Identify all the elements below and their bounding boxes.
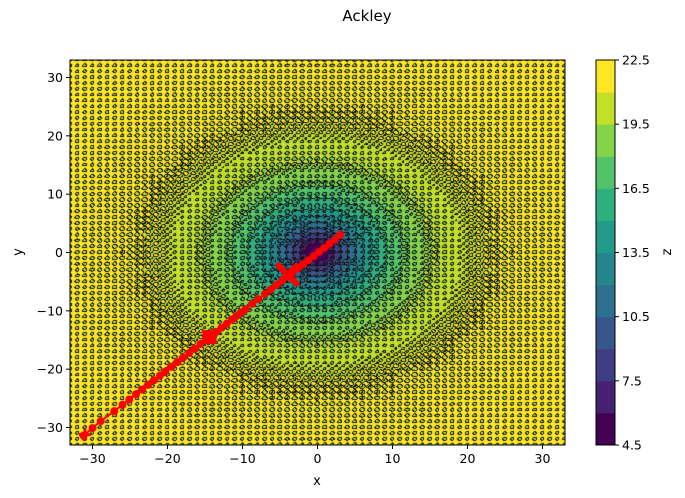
path-point — [261, 289, 269, 298]
colorbar-band — [596, 156, 615, 189]
x-tick-label: −30 — [79, 451, 105, 466]
colorbar-tick-label: 16.5 — [622, 181, 650, 196]
path-point — [190, 344, 199, 353]
path-point — [179, 353, 188, 362]
y-tick-label: −30 — [37, 420, 63, 435]
colorbar-ticks: 4.5 7.5 10.5 13.5 16.5 19.5 22.5 — [615, 53, 650, 453]
colorbar-band — [596, 316, 615, 350]
y-tick-label: −10 — [37, 303, 63, 318]
path-point — [161, 367, 170, 376]
colorbar-tick-label: 19.5 — [622, 117, 650, 132]
chart-title: Ackley — [342, 7, 391, 25]
path-point — [248, 299, 257, 308]
colorbar-band — [596, 124, 615, 157]
path-point — [241, 305, 250, 314]
path-point — [173, 358, 182, 367]
path-point — [336, 231, 344, 239]
x-tick-label: 0 — [314, 451, 322, 466]
colorbar-band — [596, 380, 615, 414]
path-point — [88, 424, 97, 433]
colorbar-band — [596, 188, 615, 221]
colorbar: 4.5 7.5 10.5 13.5 16.5 19.5 22.5 z — [595, 53, 675, 453]
x-axis-label: x — [313, 474, 321, 489]
x-axis: −30 −20 −10 0 10 20 30 — [79, 445, 550, 466]
colorbar-tick-label: 4.5 — [622, 438, 642, 453]
colorbar-band — [596, 60, 615, 93]
colorbar-band — [596, 252, 615, 286]
x-tick-label: −10 — [229, 451, 255, 466]
path-point — [330, 235, 339, 244]
y-tick-label: 10 — [47, 187, 63, 202]
x-marker — [275, 262, 300, 287]
colorbar-tick-label: 7.5 — [622, 373, 642, 388]
colorbar-band — [596, 348, 615, 382]
x-tick-label: −20 — [154, 451, 180, 466]
y-axis-label: y — [11, 248, 26, 256]
path-point — [96, 417, 105, 426]
colorbar-band — [596, 412, 615, 446]
y-tick-label: −20 — [37, 362, 63, 377]
plus-marker — [79, 428, 91, 441]
path-point — [150, 376, 158, 385]
colorbar-bands — [596, 60, 615, 446]
y-tick-label: 20 — [47, 128, 63, 143]
colorbar-label: z — [660, 248, 675, 255]
colorbar-tick-label: 10.5 — [622, 309, 650, 324]
path-point — [110, 407, 119, 416]
x-tick-label: 30 — [535, 451, 551, 466]
colorbar-tick-label: 13.5 — [622, 245, 650, 260]
y-axis: −30 −20 −10 0 10 20 30 — [37, 70, 70, 435]
path-point — [125, 395, 134, 404]
plot-area — [69, 59, 566, 446]
path-point — [132, 390, 140, 399]
path-point — [118, 400, 127, 409]
y-tick-label: 30 — [47, 70, 63, 85]
path-point — [138, 385, 146, 394]
optimization-path — [79, 231, 344, 441]
x-tick-label: 10 — [385, 451, 401, 466]
colorbar-band — [596, 92, 615, 125]
path-point — [254, 295, 263, 304]
path-point — [167, 362, 176, 371]
colorbar-band — [596, 220, 615, 253]
colorbar-band — [596, 284, 615, 318]
x-tick-label: 20 — [460, 451, 476, 466]
square-marker — [202, 330, 217, 345]
path-point — [144, 380, 152, 389]
y-tick-label: 0 — [55, 245, 63, 260]
colorbar-tick-label: 22.5 — [622, 53, 650, 68]
